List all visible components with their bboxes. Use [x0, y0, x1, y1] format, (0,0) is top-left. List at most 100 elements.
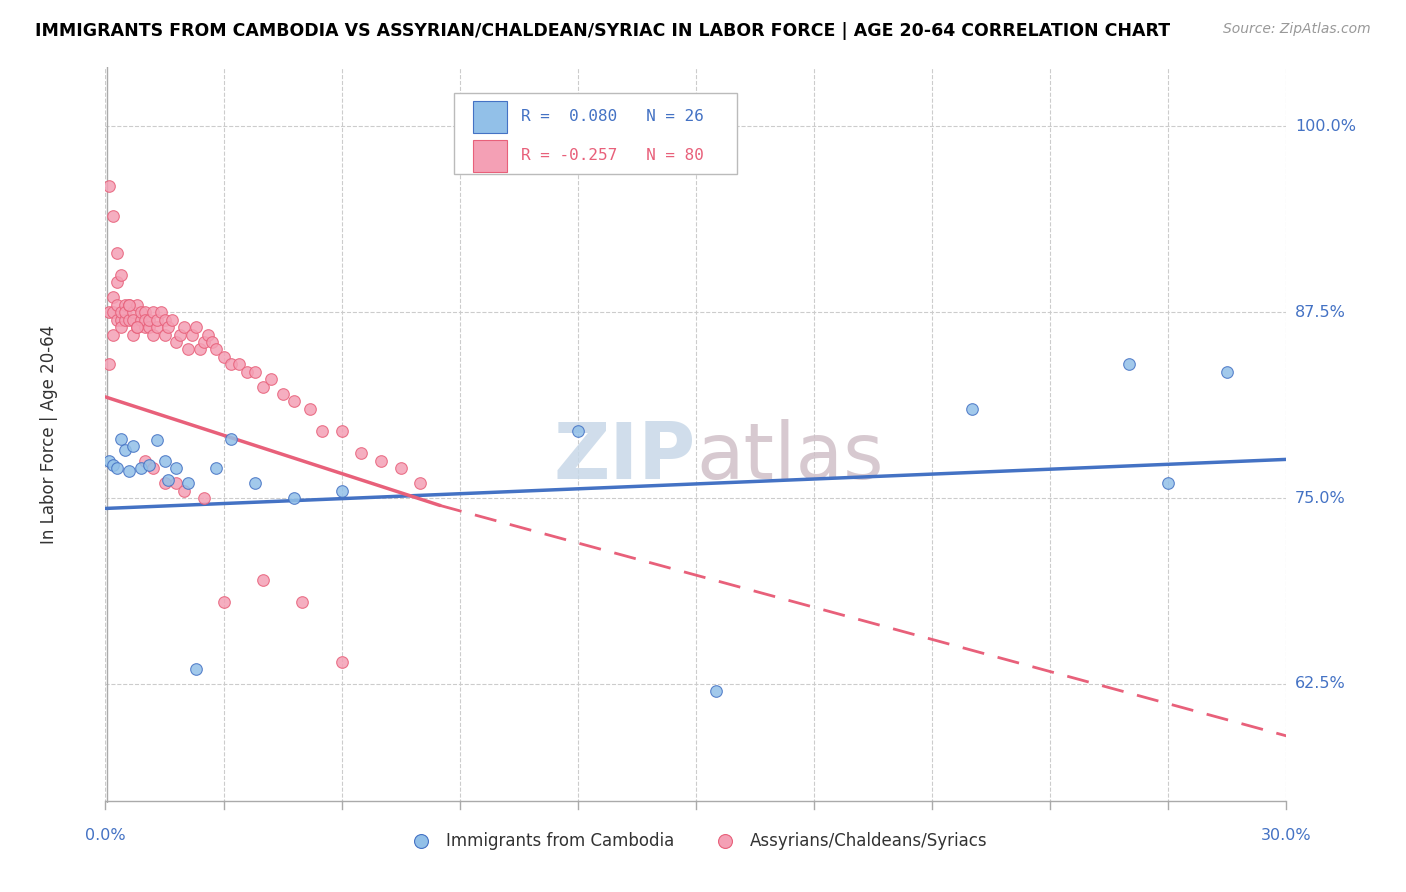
Point: [1118, 357, 1140, 371]
Point: [193, 334, 215, 349]
Point: [370, 454, 392, 468]
Point: [138, 320, 160, 334]
Point: [173, 320, 195, 334]
Point: [118, 464, 141, 478]
Point: [142, 305, 165, 319]
Point: [110, 268, 132, 282]
Point: [271, 387, 294, 401]
Point: [350, 446, 373, 460]
Point: [283, 491, 305, 505]
Point: [221, 357, 243, 371]
Point: [125, 320, 148, 334]
Point: [145, 320, 167, 334]
Text: 75.0%: 75.0%: [1295, 491, 1346, 506]
Point: [260, 372, 283, 386]
Point: [221, 432, 243, 446]
Point: [122, 312, 145, 326]
Point: [177, 343, 200, 357]
Point: [299, 401, 322, 416]
Point: [409, 476, 432, 491]
Point: [184, 320, 207, 334]
Point: [165, 476, 187, 491]
Point: [103, 305, 125, 319]
Text: atlas: atlas: [696, 419, 883, 495]
Text: 30.0%: 30.0%: [1261, 828, 1312, 843]
Point: [153, 454, 176, 468]
Point: [157, 473, 180, 487]
Point: [134, 454, 156, 468]
Point: [291, 595, 314, 609]
Point: [567, 424, 589, 438]
Point: [311, 424, 333, 438]
Point: [165, 461, 187, 475]
Point: [110, 305, 132, 319]
Point: [114, 305, 136, 319]
Point: [138, 458, 160, 473]
Point: [165, 334, 187, 349]
Point: [138, 312, 160, 326]
Point: [173, 483, 195, 498]
Point: [188, 343, 211, 357]
Point: [118, 312, 141, 326]
Point: [105, 298, 128, 312]
Point: [204, 461, 226, 475]
Point: [110, 320, 132, 334]
Point: [228, 357, 250, 371]
Text: 0.0%: 0.0%: [86, 828, 125, 843]
Point: [118, 298, 141, 312]
Text: IMMIGRANTS FROM CAMBODIA VS ASSYRIAN/CHALDEAN/SYRIAC IN LABOR FORCE | AGE 20-64 : IMMIGRANTS FROM CAMBODIA VS ASSYRIAN/CHA…: [35, 22, 1170, 40]
Point: [103, 209, 125, 223]
Point: [704, 684, 727, 698]
Point: [153, 476, 176, 491]
Point: [169, 327, 191, 342]
Point: [204, 343, 226, 357]
Point: [129, 305, 152, 319]
Point: [134, 305, 156, 319]
FancyBboxPatch shape: [472, 101, 508, 133]
Legend: Immigrants from Cambodia, Assyrians/Chaldeans/Syriacs: Immigrants from Cambodia, Assyrians/Chal…: [398, 826, 994, 857]
Point: [243, 365, 266, 379]
Point: [118, 298, 141, 312]
Point: [201, 334, 224, 349]
Text: ZIP: ZIP: [554, 419, 696, 495]
Point: [181, 327, 204, 342]
Point: [252, 573, 274, 587]
Point: [103, 458, 125, 473]
Text: In Labor Force | Age 20-64: In Labor Force | Age 20-64: [39, 326, 58, 544]
Point: [157, 320, 180, 334]
Point: [134, 312, 156, 326]
Point: [243, 476, 266, 491]
Point: [98, 454, 121, 468]
Point: [193, 491, 215, 505]
Point: [283, 394, 305, 409]
Point: [105, 312, 128, 326]
Point: [1157, 476, 1180, 491]
Point: [236, 365, 259, 379]
Point: [125, 298, 148, 312]
Text: 87.5%: 87.5%: [1295, 305, 1346, 319]
Point: [330, 483, 353, 498]
Point: [145, 312, 167, 326]
Point: [114, 312, 136, 326]
Point: [122, 305, 145, 319]
Point: [960, 401, 983, 416]
Point: [134, 320, 156, 334]
Point: [122, 439, 145, 453]
Point: [145, 433, 167, 447]
Point: [1216, 365, 1239, 379]
Point: [153, 327, 176, 342]
Point: [129, 312, 152, 326]
Text: R =  0.080   N = 26: R = 0.080 N = 26: [522, 110, 704, 125]
Point: [103, 290, 125, 304]
Point: [114, 298, 136, 312]
Point: [114, 443, 136, 458]
Point: [153, 312, 176, 326]
Text: Source: ZipAtlas.com: Source: ZipAtlas.com: [1223, 22, 1371, 37]
Point: [105, 245, 128, 260]
Point: [125, 320, 148, 334]
Point: [212, 350, 235, 364]
Point: [142, 327, 165, 342]
Point: [103, 327, 125, 342]
Text: 100.0%: 100.0%: [1295, 119, 1355, 134]
FancyBboxPatch shape: [454, 93, 737, 174]
